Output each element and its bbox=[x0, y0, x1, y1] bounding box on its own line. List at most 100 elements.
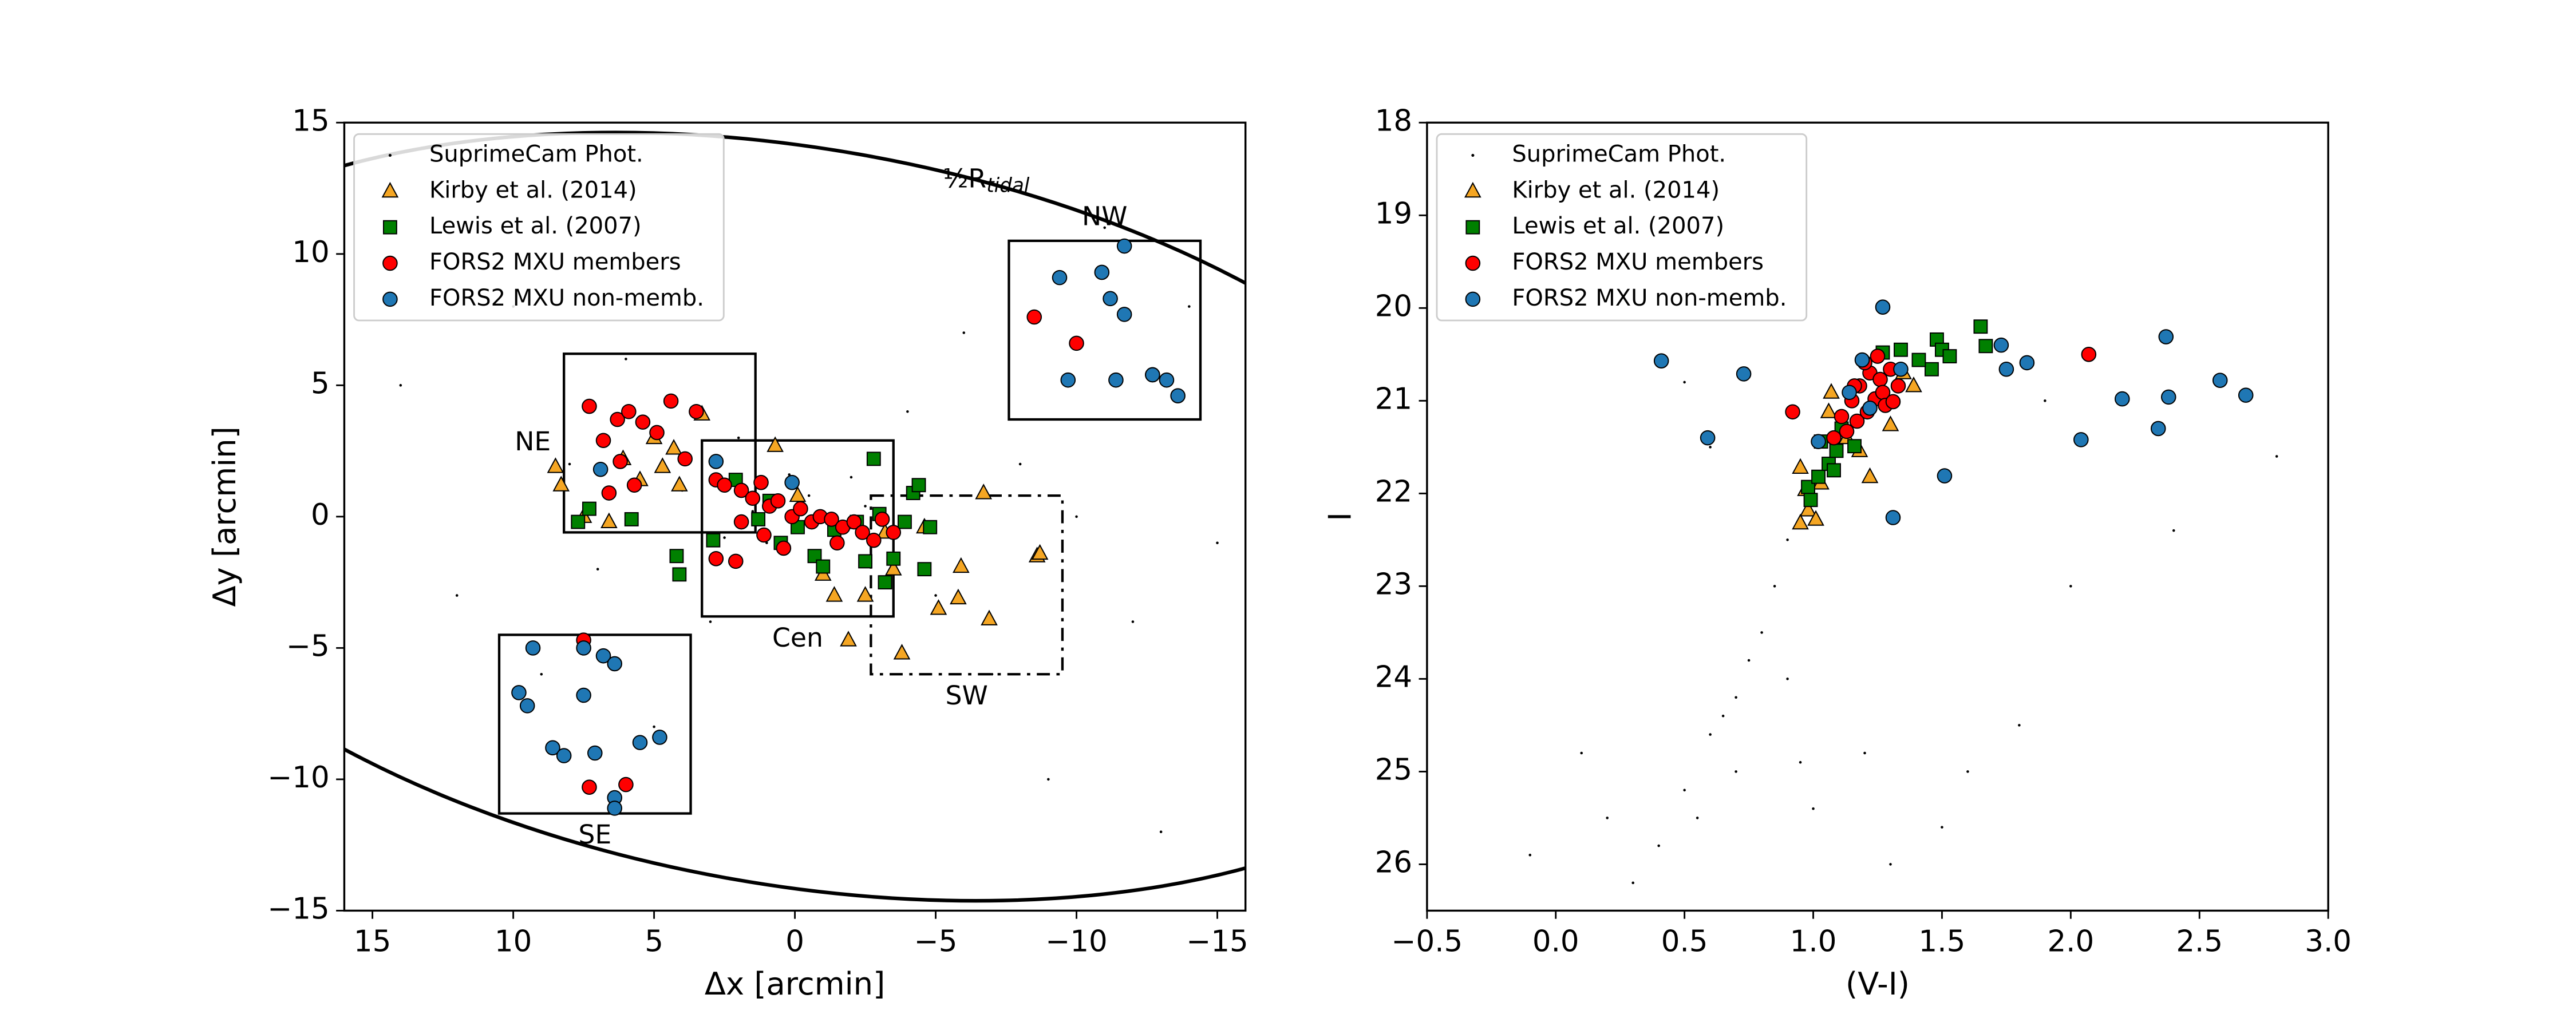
tidal-label-main: ½R bbox=[943, 163, 986, 193]
background-star bbox=[1709, 446, 1712, 449]
x-tick-label: −5 bbox=[914, 925, 958, 959]
background-star bbox=[1786, 538, 1789, 541]
x-tick-label: 10 bbox=[495, 925, 532, 959]
legend-label: FORS2 MXU members bbox=[429, 249, 681, 275]
background-star bbox=[1528, 853, 1532, 857]
points bbox=[399, 226, 1219, 833]
x-tick-label: 1.5 bbox=[1919, 925, 1966, 959]
square-marker bbox=[1827, 463, 1841, 478]
circle-marker bbox=[708, 551, 724, 566]
circle-marker bbox=[2238, 387, 2254, 403]
y-tick-label: 22 bbox=[1375, 474, 1412, 509]
circle-marker bbox=[607, 801, 623, 816]
circle-marker bbox=[1885, 510, 1901, 525]
region-box bbox=[1008, 239, 1202, 421]
legend-label: FORS2 MXU non-memb. bbox=[429, 285, 704, 311]
circle-marker bbox=[728, 553, 744, 569]
triangle-marker bbox=[1031, 544, 1049, 560]
background-star bbox=[1606, 817, 1609, 819]
circle-marker bbox=[663, 393, 679, 409]
triangle-marker bbox=[1905, 377, 1922, 393]
circle-marker bbox=[1849, 413, 1865, 429]
legend-label: Lewis et al. (2007) bbox=[1512, 213, 1724, 239]
tidal-ellipse bbox=[344, 130, 1246, 903]
square-marker bbox=[706, 533, 721, 548]
region-box bbox=[563, 352, 757, 534]
circle-marker bbox=[1854, 352, 1870, 368]
circle-marker bbox=[829, 535, 845, 551]
square-marker bbox=[1978, 339, 1993, 354]
region-box bbox=[870, 494, 1064, 676]
legend-box bbox=[1436, 133, 1808, 322]
square-marker bbox=[816, 559, 831, 574]
square-marker bbox=[1811, 469, 1826, 484]
circle-marker bbox=[776, 540, 792, 556]
x-tick-label: −10 bbox=[1045, 925, 1107, 959]
circle-marker bbox=[576, 640, 591, 656]
background-star bbox=[709, 620, 712, 623]
triangle-marker bbox=[893, 644, 911, 660]
circle-marker bbox=[1108, 372, 1124, 388]
square-marker bbox=[1894, 342, 1908, 357]
circle-marker bbox=[1811, 434, 1826, 449]
circle-marker bbox=[621, 403, 637, 419]
circle-marker bbox=[576, 687, 591, 703]
legend-box bbox=[353, 133, 725, 322]
circle-marker bbox=[1885, 394, 1901, 410]
background-star bbox=[2018, 724, 2021, 727]
background-star bbox=[1018, 462, 1022, 466]
triangle-marker bbox=[547, 457, 564, 473]
circle-marker bbox=[511, 685, 527, 700]
circle-marker bbox=[1116, 307, 1132, 322]
circle-marker bbox=[1170, 388, 1186, 403]
circle-marker bbox=[1842, 385, 1857, 401]
square-marker bbox=[1911, 352, 1926, 367]
triangle-marker bbox=[953, 557, 970, 573]
circle-marker bbox=[1700, 430, 1716, 446]
y-tick-label: 20 bbox=[1375, 289, 1412, 323]
circle-marker bbox=[874, 512, 890, 527]
y-tick-label: 15 bbox=[292, 104, 329, 138]
tidal-ellipse-group bbox=[344, 130, 1246, 903]
region-label: SW bbox=[946, 680, 988, 711]
y-tick-label: −15 bbox=[267, 892, 329, 926]
background-star bbox=[1188, 305, 1191, 308]
background-star bbox=[1966, 770, 1969, 773]
triangle-marker bbox=[1792, 458, 1809, 474]
square-marker bbox=[917, 562, 932, 577]
x-tick-label: 0.0 bbox=[1532, 925, 1579, 959]
background-star bbox=[934, 594, 937, 597]
background-star bbox=[1889, 863, 1892, 866]
x-axis-label: Δx [arcmin] bbox=[705, 966, 885, 1002]
circle-marker bbox=[652, 730, 667, 745]
y-tick-label: 0 bbox=[311, 498, 330, 532]
circle-marker bbox=[717, 477, 732, 493]
y-tick-label: 19 bbox=[1375, 196, 1412, 231]
triangle-marker bbox=[825, 586, 843, 602]
legend-marker bbox=[1464, 181, 1481, 198]
circle-marker bbox=[708, 454, 724, 469]
plot-frame bbox=[1426, 121, 2329, 912]
background-star bbox=[1941, 826, 1943, 829]
circle-marker bbox=[595, 433, 611, 449]
x-tick-label: 15 bbox=[354, 925, 391, 959]
square-marker bbox=[858, 554, 872, 569]
x-tick-label: 0.5 bbox=[1661, 925, 1708, 959]
circle-marker bbox=[2073, 432, 2089, 447]
triangle-marker bbox=[981, 609, 998, 625]
background-star bbox=[1709, 733, 1712, 736]
legend-label: Kirby et al. (2014) bbox=[429, 177, 637, 203]
legend-label: Kirby et al. (2014) bbox=[1512, 177, 1720, 203]
x-tick-label: −0.5 bbox=[1391, 925, 1463, 959]
circle-marker bbox=[1736, 366, 1752, 382]
square-marker bbox=[582, 501, 596, 516]
circle-marker bbox=[886, 525, 902, 540]
circle-marker bbox=[770, 493, 786, 509]
square-marker bbox=[571, 514, 586, 529]
circle-marker bbox=[745, 490, 761, 506]
circle-marker bbox=[2212, 373, 2228, 388]
background-star bbox=[1735, 696, 1737, 699]
region-box bbox=[497, 633, 692, 815]
background-star bbox=[2069, 585, 2072, 588]
background-star bbox=[625, 358, 627, 360]
